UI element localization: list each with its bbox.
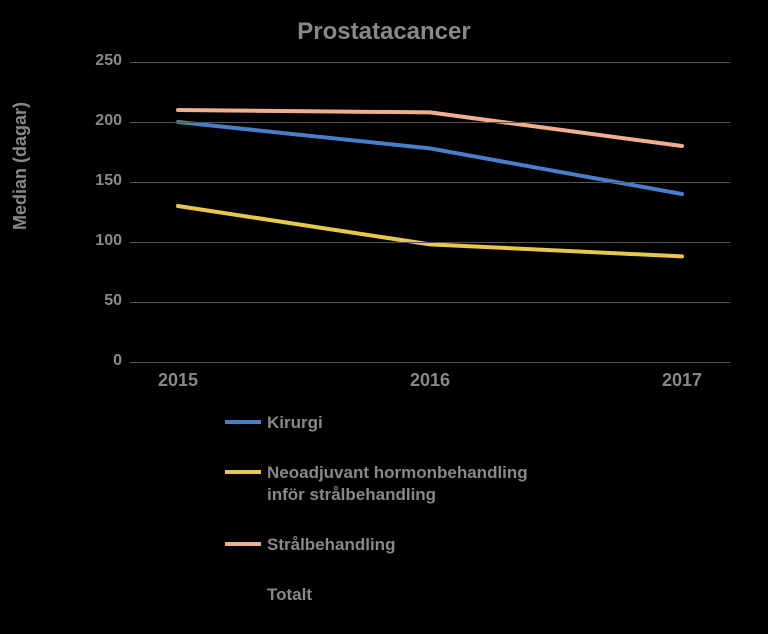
chart-container: Prostatacancer Median (dagar) 0 50 100 150 2… (0, 0, 768, 626)
gridline (130, 62, 730, 63)
y-tick-label: 200 (82, 112, 122, 130)
x-tick-label: 2016 (400, 370, 460, 391)
x-tick-label: 2017 (652, 370, 712, 391)
legend-label: Totalt (267, 584, 312, 606)
y-tick-label: 0 (82, 352, 122, 370)
legend-item: Strålbehandling (225, 534, 625, 556)
legend-item: Totalt (225, 584, 625, 606)
legend-label: Strålbehandling (267, 534, 395, 556)
legend-swatch (225, 420, 261, 424)
series-line (178, 122, 682, 194)
legend-swatch (225, 470, 261, 474)
y-tick-label: 50 (82, 292, 122, 310)
legend: Kirurgi Neoadjuvant hormonbehandling infö… (225, 412, 625, 634)
x-tick-label: 2015 (148, 370, 208, 391)
y-axis-label: Median (dagar) (10, 102, 31, 230)
gridline (130, 182, 730, 183)
series-line (178, 206, 682, 256)
y-tick-label: 250 (82, 52, 122, 70)
gridline (130, 242, 730, 243)
legend-item: Neoadjuvant hormonbehandling inför strål… (225, 462, 625, 506)
gridline (130, 122, 730, 123)
y-tick-label: 100 (82, 232, 122, 250)
plot-area (130, 62, 730, 362)
chart-title: Prostatacancer (0, 18, 768, 46)
legend-swatch (225, 542, 261, 546)
y-tick-label: 150 (82, 172, 122, 190)
legend-label: Neoadjuvant hormonbehandling inför strål… (267, 462, 567, 506)
gridline (130, 362, 730, 363)
legend-label: Kirurgi (267, 412, 323, 434)
legend-item: Kirurgi (225, 412, 625, 434)
gridline (130, 302, 730, 303)
line-svg (130, 62, 730, 362)
